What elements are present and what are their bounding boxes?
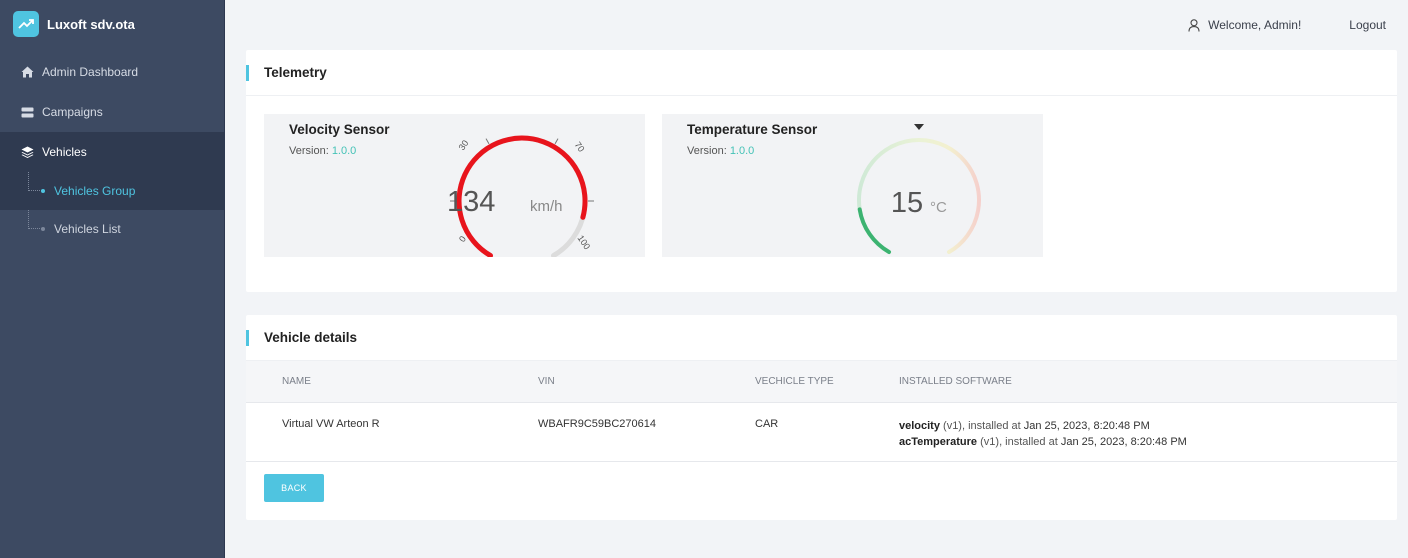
velocity-gauge-fill [456, 135, 588, 257]
sidebar-subitem-vehicles-list[interactable]: Vehicles List [0, 210, 224, 248]
version-label: Version: [687, 145, 727, 157]
velocity-sensor-panel: Velocity Sensor Version: 1.0.0 134 km/h … [264, 114, 645, 257]
temperature-gauge-fill [857, 207, 891, 254]
brand[interactable]: Luxoft sdv.ota [0, 0, 224, 48]
sidebar-item-label: Admin Dashboard [42, 65, 139, 79]
software-version: (v1), installed at [943, 420, 1021, 432]
temperature-gauge: 15 °C [857, 124, 981, 254]
telemetry-card: Telemetry Velocity Sensor Version: 1.0.0… [246, 50, 1397, 292]
software-name: velocity [899, 420, 940, 432]
brand-name: Luxoft sdv.ota [47, 16, 135, 32]
tree-connector [28, 210, 42, 229]
software-date: Jan 25, 2023, 8:20:48 PM [1023, 420, 1150, 432]
sidebar: Luxoft sdv.ota Admin Dashboard Campaigns… [0, 0, 225, 558]
cell-type: CAR [755, 418, 779, 430]
velocity-tick-label-0: 0 [457, 234, 468, 244]
telemetry-title: Telemetry [246, 50, 1397, 96]
sidebar-item-admin-dashboard[interactable]: Admin Dashboard [0, 52, 224, 92]
top-bar: Welcome, Admin! Logout [226, 0, 1408, 50]
software-name: acTemperature [899, 436, 978, 448]
software-date: Jan 25, 2023, 8:20:48 PM [1060, 436, 1187, 448]
version-value: 1.0.0 [729, 145, 755, 157]
gauge-pointer-icon [914, 124, 924, 130]
trend-up-icon [13, 11, 39, 37]
sidebar-item-label: Campaigns [42, 105, 103, 119]
temperature-sensor-title: Temperature Sensor [687, 122, 818, 137]
home-icon [19, 64, 35, 80]
server-icon [19, 104, 35, 120]
version-label: Version: [289, 145, 329, 157]
version-value: 1.0.0 [331, 145, 357, 157]
software-version: (v1), installed at [980, 436, 1058, 448]
welcome-user[interactable]: Welcome, Admin! [1188, 18, 1301, 32]
velocity-gauge-tick [554, 138, 559, 145]
column-header-type[interactable]: VECHICLE TYPE [755, 376, 834, 387]
tree-connector [28, 172, 42, 191]
velocity-gauge-tick [579, 165, 584, 168]
velocity-sensor-title: Velocity Sensor [289, 122, 390, 137]
cell-installed-software: velocity (v1), installed at Jan 25, 2023… [899, 418, 1187, 450]
temperature-value: 15 [891, 187, 923, 219]
software-item: velocity (v1), installed at Jan 25, 2023… [899, 418, 1187, 434]
layers-icon [19, 144, 35, 160]
sidebar-item-label: Vehicles [42, 145, 87, 159]
velocity-gauge: 134 km/h 0 30 70 100 [447, 135, 594, 257]
sidebar-item-vehicles[interactable]: Vehicles [0, 132, 224, 172]
temperature-sensor-version: Version: 1.0.0 [687, 145, 754, 157]
sidebar-subitem-label: Vehicles List [54, 222, 121, 236]
vehicle-details-card: Vehicle details NAME VIN VECHICLE TYPE I… [246, 315, 1397, 520]
software-item: acTemperature (v1), installed at Jan 25,… [899, 434, 1187, 450]
sidebar-subitem-vehicles-group[interactable]: Vehicles Group [0, 172, 224, 210]
velocity-tick-label-100: 100 [575, 233, 592, 251]
table-row[interactable]: Virtual VW Arteon R WBAFR9C59BC270614 CA… [246, 404, 1397, 462]
velocity-value: 134 [447, 186, 495, 218]
logout-link[interactable]: Logout [1349, 18, 1386, 32]
column-header-software[interactable]: INSTALLED SOFTWARE [899, 376, 1012, 387]
column-header-vin[interactable]: VIN [538, 376, 555, 387]
velocity-tick-label-30: 30 [457, 138, 471, 152]
back-button[interactable]: BACK [264, 474, 324, 502]
velocity-unit: km/h [530, 198, 563, 215]
user-icon [1188, 18, 1200, 32]
cell-name: Virtual VW Arteon R [282, 418, 380, 430]
sidebar-item-campaigns[interactable]: Campaigns [0, 92, 224, 132]
temperature-unit: °C [930, 199, 947, 216]
bullet-icon [41, 189, 45, 193]
temperature-sensor-panel: Temperature Sensor Version: 1.0.0 15 °C [662, 114, 1043, 257]
cell-vin: WBAFR9C59BC270614 [538, 418, 657, 430]
welcome-text: Welcome, Admin! [1208, 18, 1302, 32]
velocity-sensor-version: Version: 1.0.0 [289, 145, 356, 157]
bullet-icon [41, 227, 45, 231]
sidebar-subitem-label: Vehicles Group [54, 184, 136, 198]
velocity-gauge-tick [460, 165, 465, 168]
column-header-name[interactable]: NAME [282, 376, 311, 387]
table-header: NAME VIN VECHICLE TYPE INSTALLED SOFTWAR… [246, 361, 1397, 403]
velocity-tick-label-70: 70 [573, 140, 587, 154]
velocity-gauge-tick [485, 138, 490, 145]
vehicle-details-title: Vehicle details [246, 315, 1397, 361]
sidebar-group-vehicles: Vehicles Vehicles Group [0, 132, 224, 210]
